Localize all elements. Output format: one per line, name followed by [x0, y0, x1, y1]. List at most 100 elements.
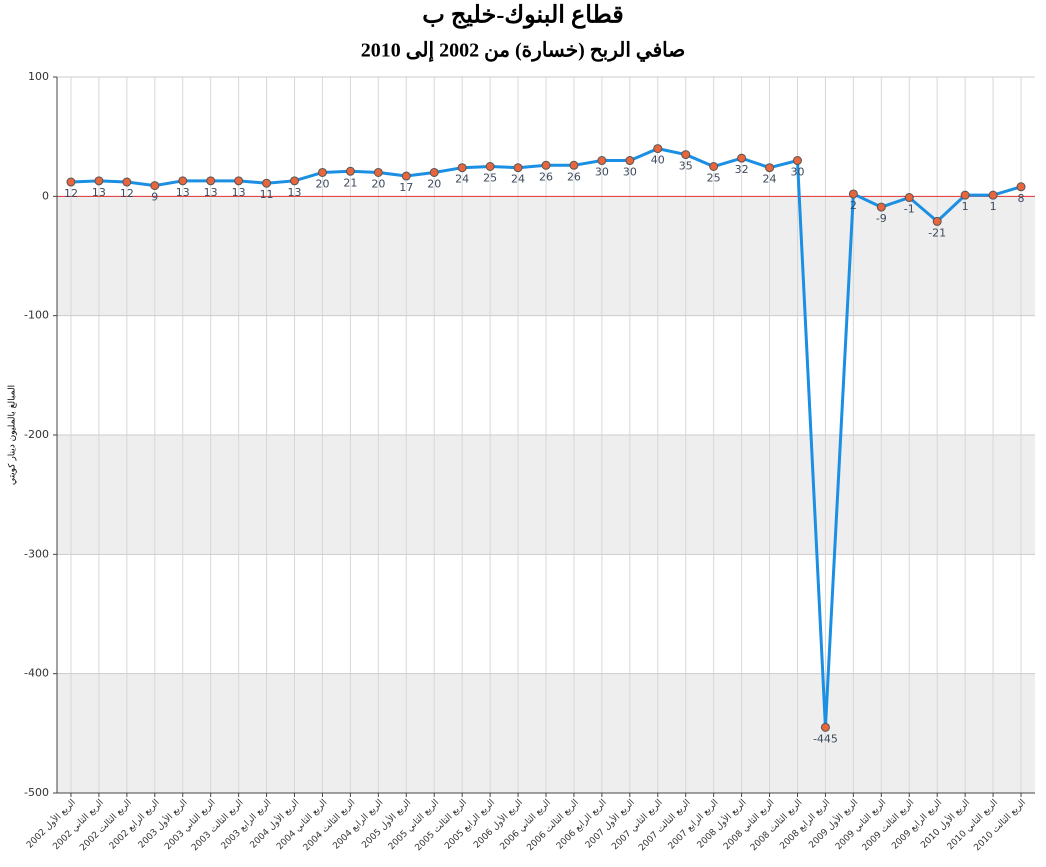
value-label: 30: [790, 166, 804, 179]
marker: [206, 176, 216, 186]
marker: [373, 167, 383, 177]
x-tick-label: الربع الثاني 2008: [722, 798, 776, 852]
marker: [94, 176, 104, 186]
value-label: 30: [595, 166, 609, 179]
marker: [234, 176, 244, 186]
x-tick-label: الربع الثاني 2007: [610, 798, 664, 852]
marker: [848, 189, 858, 199]
marker: [457, 163, 467, 173]
x-tick-label: الربع الأول 2008: [694, 796, 748, 850]
x-tick-label: الربع الرابع 2008: [778, 798, 832, 852]
x-tick-label: الربع الثالث 2009: [861, 798, 916, 853]
x-tick-label: الربع الثالث 2006: [525, 798, 580, 853]
marker: [150, 181, 160, 191]
value-label: 32: [735, 163, 749, 176]
x-tick-label: الربع الثالث 2004: [302, 798, 357, 853]
value-label: 13: [288, 186, 302, 199]
y-tick-label: -200: [24, 428, 49, 441]
x-tick-label: الربع الرابع 2006: [555, 798, 609, 852]
x-tick-label: الربع الأول 2004: [247, 796, 301, 850]
marker: [820, 722, 830, 732]
x-tick-label: الربع الرابع 2003: [220, 798, 274, 852]
x-tick-label: الربع الأول 2006: [471, 796, 525, 850]
value-label: 24: [511, 173, 525, 186]
x-tick-label: الربع الأول 2010: [918, 796, 972, 850]
value-label: -9: [876, 212, 887, 225]
x-tick-label: الربع الثالث 2010: [972, 798, 1027, 853]
x-tick-label: الربع الثاني 2006: [499, 798, 553, 852]
value-label: 13: [176, 186, 190, 199]
x-tick-label: الربع الثالث 2008: [749, 798, 804, 853]
value-label: 25: [707, 172, 721, 185]
value-label: 13: [232, 186, 246, 199]
value-label: 9: [151, 191, 158, 204]
value-label: 20: [371, 177, 385, 190]
x-tick-label: الربع الثاني 2010: [946, 798, 1000, 852]
x-tick-label: الربع الثالث 2002: [78, 798, 133, 853]
value-label: -21: [928, 226, 946, 239]
x-tick-label: الربع الأول 2007: [583, 796, 637, 850]
x-tick-label: الربع الأول 2005: [359, 796, 413, 850]
x-tick-label: الربع الأول 2002: [24, 796, 78, 850]
marker: [709, 162, 719, 171]
y-tick-label: -400: [24, 667, 49, 680]
x-tick-label: الربع الثاني 2002: [51, 798, 105, 852]
marker: [569, 160, 579, 170]
value-label: -445: [813, 732, 838, 745]
value-label: 2: [850, 199, 857, 212]
value-label: 12: [64, 187, 78, 200]
value-label: 20: [427, 177, 441, 190]
value-label: 26: [567, 170, 581, 183]
x-tick-label: الربع الرابع 2005: [443, 798, 497, 852]
value-label: 30: [623, 166, 637, 179]
marker: [681, 150, 691, 160]
value-label: 26: [539, 170, 553, 183]
x-tick-label: الربع الثاني 2004: [275, 798, 329, 852]
value-label: 11: [260, 188, 274, 201]
marker: [262, 178, 272, 188]
value-label: 1: [990, 200, 997, 213]
x-tick-label: الربع الثالث 2007: [637, 798, 692, 853]
marker: [597, 156, 607, 166]
marker: [904, 193, 914, 203]
marker: [876, 202, 886, 212]
value-label: 24: [763, 173, 777, 186]
chart-title: قطاع البنوك-خليج ب: [422, 3, 624, 30]
x-tick-label: الربع الرابع 2002: [108, 798, 162, 852]
y-tick-label: -500: [24, 786, 49, 799]
value-label: 12: [120, 187, 134, 200]
value-label: 40: [651, 154, 665, 167]
marker: [541, 160, 551, 170]
value-label: 8: [1018, 192, 1025, 205]
chart-subtitle: صافي الربح (خسارة) من 2002 إلى 2010: [361, 40, 686, 63]
marker: [513, 163, 523, 173]
marker: [122, 177, 132, 187]
marker: [290, 176, 300, 186]
y-tick-label: -100: [24, 309, 49, 322]
marker: [485, 162, 495, 171]
x-tick-label: الربع الرابع 2009: [890, 798, 944, 852]
marker: [317, 167, 327, 177]
marker: [653, 144, 663, 154]
marker: [960, 190, 970, 200]
value-label: 25: [483, 172, 497, 185]
x-tick-label: الربع الثاني 2003: [163, 798, 217, 852]
marker: [178, 176, 188, 186]
value-label: -1: [904, 203, 915, 216]
x-tick-label: الربع الأول 2009: [806, 796, 860, 850]
x-tick-label: الربع الثاني 2005: [387, 798, 441, 852]
marker: [932, 216, 942, 226]
y-tick-label: -300: [24, 547, 49, 560]
value-label: 20: [315, 177, 329, 190]
y-axis-label: المبالغ بالمليون دينار كويتي: [8, 385, 18, 485]
marker: [66, 177, 76, 187]
value-label: 35: [679, 160, 693, 173]
x-tick-label: الربع الرابع 2007: [667, 798, 721, 852]
marker: [401, 171, 411, 181]
x-tick-label: الربع الثالث 2005: [414, 798, 469, 853]
x-tick-label: الربع الثالث 2003: [190, 798, 245, 853]
x-tick-label: الربع الرابع 2004: [331, 798, 385, 852]
marker: [765, 163, 775, 173]
marker: [1016, 182, 1026, 192]
